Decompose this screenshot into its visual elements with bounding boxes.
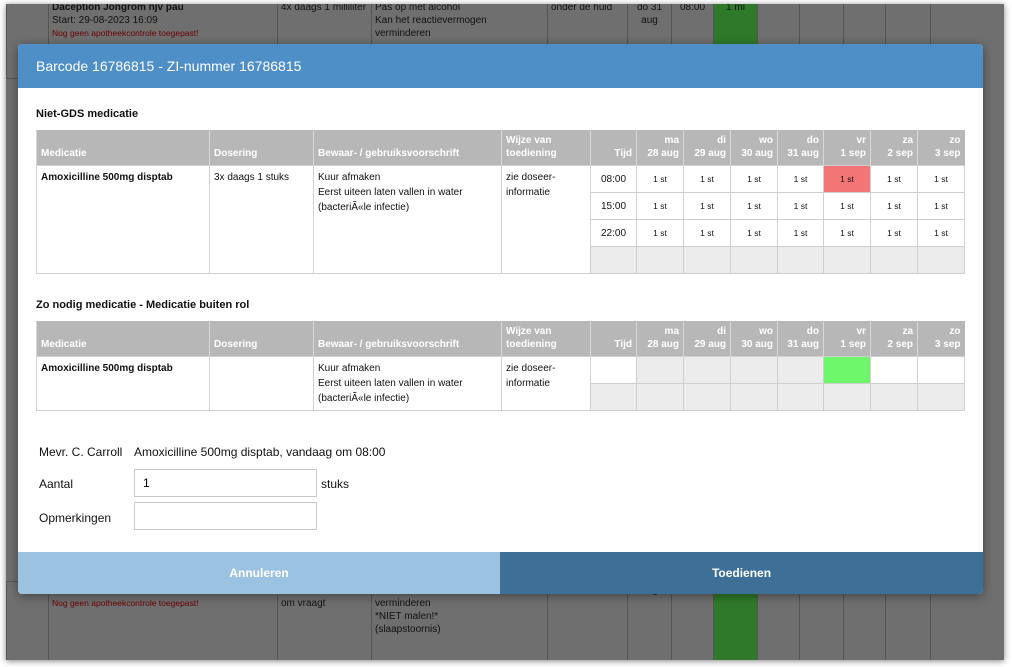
col-day: wo 30 aug — [730, 321, 778, 357]
niet-gds-table: Medicatie Dosering Bewaar- / gebruiksvoo… — [36, 130, 965, 274]
dialog-title: Barcode 16786815 - ZI-nummer 16786815 — [18, 44, 983, 88]
dose-cell: 1 st — [777, 165, 824, 193]
opmerkingen-label: Opmerkingen — [39, 511, 112, 525]
route: zie doseer- informatie — [501, 356, 591, 411]
time-cell: 15:00 — [590, 192, 637, 220]
dose-cell: 1 st — [730, 219, 778, 247]
col-bewaar: Bewaar- / gebruiksvoorschrift — [313, 130, 502, 166]
dosage: 3x daags 1 stuks — [209, 165, 314, 274]
instructions: Kuur afmaken Eerst uiteen laten vallen i… — [313, 356, 502, 411]
col-day: zo 3 sep — [917, 130, 965, 166]
toedienen-button[interactable]: Toedienen — [500, 552, 983, 594]
aantal-label: Aantal — [39, 477, 74, 491]
dose-cell: 1 st — [636, 192, 684, 220]
col-bewaar: Bewaar- / gebruiksvoorschrift — [313, 321, 502, 357]
col-day: vr 1 sep — [823, 321, 871, 357]
dosage — [209, 356, 314, 411]
dose-cell: 1 st — [683, 165, 731, 193]
opmerkingen-input[interactable] — [134, 502, 317, 530]
table-header-row: Medicatie Dosering Bewaar- / gebruiksvoo… — [36, 130, 965, 166]
time-cell: 22:00 — [590, 219, 637, 247]
col-tijd: Tijd — [590, 130, 637, 166]
dose-cell: 1 st — [917, 192, 965, 220]
administration-summary: Amoxicilline 500mg disptab, vandaag om 0… — [134, 445, 386, 459]
dose-cell: 1 st — [823, 192, 871, 220]
col-day: vr 1 sep — [823, 130, 871, 166]
unit-label: stuks — [321, 477, 350, 491]
col-day: ma 28 aug — [636, 130, 684, 166]
table-row-empty — [37, 246, 965, 274]
medication-name: Amoxicilline 500mg disptab — [36, 165, 210, 274]
instructions: Kuur afmaken Eerst uiteen laten vallen i… — [313, 165, 502, 274]
dose-cell-today[interactable] — [823, 356, 871, 384]
dose-cell: 1 st — [730, 192, 778, 220]
dose-cell: 1 st — [870, 219, 918, 247]
section-title-zo-nodig: Zo nodig medicatie - Medicatie buiten ro… — [36, 299, 250, 311]
dose-cell: 1 st — [636, 165, 684, 193]
zo-nodig-table: Medicatie Dosering Bewaar- / gebruiksvoo… — [36, 321, 965, 411]
dose-cell: 1 st — [823, 219, 871, 247]
cancel-button[interactable]: Annuleren — [18, 552, 500, 594]
dose-cell: 1 st — [683, 192, 731, 220]
section-title-niet-gds: Niet-GDS medicatie — [36, 108, 139, 120]
col-medicatie: Medicatie — [36, 321, 210, 357]
col-day: ma 28 aug — [636, 321, 684, 357]
col-day: wo 30 aug — [730, 130, 778, 166]
col-day: za 2 sep — [870, 130, 918, 166]
dose-cell: 1 st — [917, 165, 965, 193]
dose-cell: 1 st — [917, 219, 965, 247]
col-day: do 31 aug — [777, 130, 824, 166]
route: zie doseer- informatie — [501, 165, 591, 274]
col-medicatie: Medicatie — [36, 130, 210, 166]
table-row: Amoxicilline 500mg disptab 3x daags 1 st… — [36, 165, 965, 274]
col-day: zo 3 sep — [917, 321, 965, 357]
dose-cell-due[interactable]: 1 st — [823, 165, 871, 193]
dose-cell: 1 st — [730, 165, 778, 193]
col-day: do 31 aug — [777, 321, 824, 357]
col-day: di 29 aug — [683, 130, 731, 166]
table-row-empty — [37, 383, 965, 411]
col-day: za 2 sep — [870, 321, 918, 357]
dose-cell: 1 st — [777, 219, 824, 247]
col-dosering: Dosering — [209, 321, 314, 357]
dose-cell: 1 st — [636, 219, 684, 247]
col-dosering: Dosering — [209, 130, 314, 166]
aantal-input[interactable] — [134, 469, 317, 497]
table-header-row: Medicatie Dosering Bewaar- / gebruiksvoo… — [36, 321, 965, 357]
medication-name: Amoxicilline 500mg disptab — [36, 356, 210, 411]
dose-cell: 1 st — [870, 165, 918, 193]
dose-cell: 1 st — [870, 192, 918, 220]
background-medication-row-2: Start: 29-08-2023 Nog geen apotheekcontr… — [6, 581, 931, 660]
patient-name: Mevr. C. Carroll — [39, 445, 123, 459]
col-tijd: Tijd — [590, 321, 637, 357]
dose-cell: 1 st — [777, 192, 824, 220]
col-wijze: Wijze van toediening — [501, 130, 591, 166]
table-row: 15:00 1 st 1 st 1 st 1 st 1 st 1 st 1 st — [37, 192, 965, 220]
col-wijze: Wijze van toediening — [501, 321, 591, 357]
time-cell: 08:00 — [590, 165, 637, 193]
col-day: di 29 aug — [683, 321, 731, 357]
administration-dialog: Barcode 16786815 - ZI-nummer 16786815 Ni… — [18, 44, 983, 594]
table-row: Amoxicilline 500mg disptab Kuur afmaken … — [36, 356, 965, 411]
dose-cell: 1 st — [683, 219, 731, 247]
